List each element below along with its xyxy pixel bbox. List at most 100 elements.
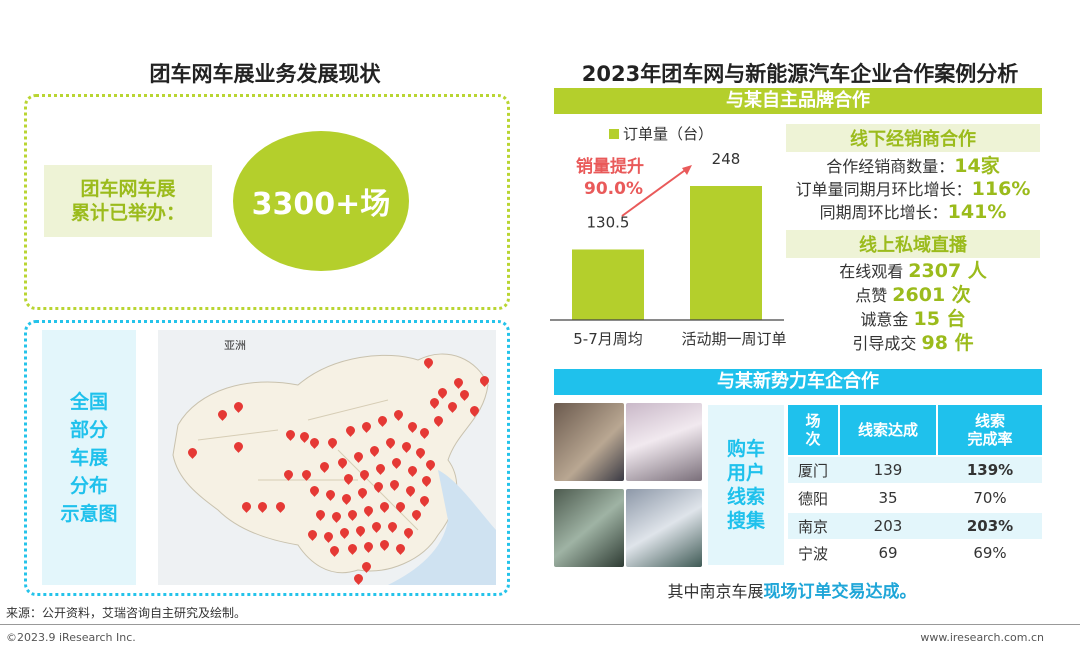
table-cell-city: 宁波 bbox=[797, 544, 828, 563]
event-photo bbox=[626, 489, 702, 567]
lead-collection-line: 用户 bbox=[726, 462, 765, 484]
table-header-text: 线索 bbox=[974, 412, 1005, 430]
copyright: ©2023.9 iResearch Inc. bbox=[6, 631, 136, 644]
offline-stat-value: 14家 bbox=[954, 155, 1000, 177]
offline-stat-row: 订单量同期月环比增长：116% bbox=[780, 177, 1046, 201]
online-stat-value: 15 台 bbox=[913, 308, 966, 330]
events-label-line2: 累计已举办： bbox=[70, 202, 185, 224]
left-title: 团车网车展业务发展现状 bbox=[149, 62, 381, 86]
table-header-cell: 线索达成 bbox=[840, 405, 936, 455]
table-cell-leads: 203 bbox=[873, 517, 903, 535]
order-bar-chart: 订单量（台） 130.5 5-7月周均 248 活动期一周订单 销量提升 90.0% bbox=[550, 120, 790, 360]
table-cell-city: 厦门 bbox=[797, 461, 828, 480]
right-title: 2023年团车网与新能源汽车企业合作案例分析 bbox=[581, 62, 1019, 86]
map-label-line: 分布 bbox=[69, 474, 108, 497]
online-stat-label: 诚意金 bbox=[860, 310, 914, 329]
event-photo bbox=[626, 403, 702, 481]
table-cell-rate: 69% bbox=[973, 544, 1007, 562]
growth-arrow-head bbox=[682, 165, 692, 175]
section1-header: 与某自主品牌合作 bbox=[554, 88, 1042, 114]
offline-stat-row: 合作经销商数量：14家 bbox=[780, 154, 1046, 178]
online-stat-label: 点赞 bbox=[855, 286, 893, 305]
online-stat-row: 点赞 2601 次 bbox=[780, 283, 1046, 307]
table-header-cell: 线索 完成率 bbox=[938, 405, 1042, 455]
map-label-box: 全国 部分 车展 分布 示意图 bbox=[42, 330, 136, 585]
lead-collection-line: 购车 bbox=[726, 438, 765, 460]
bar bbox=[572, 249, 644, 320]
online-stat-label: 在线观看 bbox=[839, 262, 909, 281]
nanjing-footnote: 其中南京车展现场订单交易达成。 bbox=[554, 577, 1030, 602]
table-row: 宁波 69 69% bbox=[788, 541, 1042, 565]
table-header-cell: 场次 bbox=[788, 405, 838, 455]
offline-stat-value: 116% bbox=[971, 178, 1031, 200]
map-label-line: 车展 bbox=[69, 446, 108, 469]
map-label-line: 示意图 bbox=[60, 502, 118, 525]
growth-arrow-line bbox=[621, 167, 689, 217]
event-photos bbox=[554, 403, 704, 567]
source-note: 来源：公开资料，艾瑞咨询自主研究及绘制。 bbox=[6, 606, 247, 620]
website-link[interactable]: www.iresearch.com.cn bbox=[920, 631, 1044, 644]
online-stat-value: 2601 次 bbox=[892, 284, 971, 306]
offline-stat-label: 合作经销商数量： bbox=[826, 157, 955, 176]
lead-collection-box: 购车 用户 线索 搜集 bbox=[708, 405, 784, 565]
online-title: 线上私域直播 bbox=[859, 235, 967, 256]
online-stat-value: 98 件 bbox=[921, 332, 974, 354]
legend-label: 订单量（台） bbox=[623, 125, 713, 143]
category-label: 5-7月周均 bbox=[573, 330, 643, 348]
growth-annotation-label: 销量提升 bbox=[576, 156, 644, 177]
legend-swatch bbox=[609, 129, 619, 139]
lead-collection-line: 搜集 bbox=[726, 510, 765, 532]
map-label-line: 部分 bbox=[69, 418, 108, 441]
events-count-circle: 3300+场 bbox=[233, 131, 409, 271]
event-photo bbox=[554, 403, 624, 481]
bar bbox=[690, 186, 762, 320]
china-map-graphic bbox=[172, 353, 496, 585]
footnote-highlight: 现场订单交易达成。 bbox=[763, 582, 917, 602]
online-stat-row: 诚意金 15 台 bbox=[780, 307, 1046, 331]
table-cell-rate: 203% bbox=[966, 517, 1014, 535]
bar-value-label: 130.5 bbox=[587, 213, 630, 231]
online-stat-row: 引导成交 98 件 bbox=[780, 331, 1046, 355]
events-summary-card bbox=[24, 94, 510, 310]
offline-stat-label: 同期周环比增长： bbox=[819, 203, 948, 222]
offline-title: 线下经销商合作 bbox=[850, 129, 976, 150]
table-cell-leads: 35 bbox=[878, 489, 898, 507]
offline-stat-value: 141% bbox=[947, 201, 1007, 223]
map-region-label: 亚洲 bbox=[224, 339, 246, 352]
bar-value-label: 248 bbox=[712, 150, 741, 168]
offline-stat-row: 同期周环比增长：141% bbox=[780, 200, 1046, 224]
map-label-line: 全国 bbox=[69, 390, 108, 413]
category-label: 活动期一周订单 bbox=[681, 330, 786, 348]
table-row: 德阳 35 70% bbox=[788, 485, 1042, 511]
growth-annotation-value: 90.0% bbox=[584, 179, 643, 199]
map-card bbox=[24, 320, 510, 596]
table-header-text: 场 bbox=[805, 412, 821, 430]
table-header-text: 线索达成 bbox=[857, 421, 918, 439]
table-header-text: 完成率 bbox=[967, 430, 1013, 448]
table-header-text: 次 bbox=[805, 430, 821, 448]
table-row: 南京 203 203% bbox=[788, 513, 1042, 539]
offline-title-box: 线下经销商合作 bbox=[786, 124, 1040, 152]
section2-header: 与某新势力车企合作 bbox=[554, 369, 1042, 395]
table-cell-city: 德阳 bbox=[797, 489, 828, 508]
table-cell-leads: 69 bbox=[878, 544, 898, 562]
table-cell-city: 南京 bbox=[797, 517, 828, 536]
table-cell-rate: 70% bbox=[973, 489, 1007, 507]
event-photo bbox=[554, 489, 624, 567]
leads-table: 场次 线索达成 线索 完成率 厦门 139 139% 德阳 35 70% 南京 2… bbox=[788, 405, 1042, 565]
table-cell-leads: 139 bbox=[873, 461, 903, 479]
online-stat-label: 引导成交 bbox=[852, 334, 922, 353]
events-label-box: 团车网车展 累计已举办： bbox=[44, 165, 212, 237]
events-count-value: 3300+场 bbox=[251, 187, 391, 222]
online-title-box: 线上私域直播 bbox=[786, 230, 1040, 258]
footer-divider bbox=[0, 624, 1080, 625]
table-cell-rate: 139% bbox=[966, 461, 1014, 479]
footnote-prefix: 其中南京车展 bbox=[667, 582, 764, 601]
china-map: 亚洲 bbox=[158, 330, 496, 585]
table-row: 厦门 139 139% bbox=[788, 457, 1042, 483]
lead-collection-line: 线索 bbox=[726, 486, 765, 508]
offline-stat-label: 订单量同期月环比增长： bbox=[795, 180, 972, 199]
online-stat-value: 2307 人 bbox=[908, 260, 987, 282]
online-stat-row: 在线观看 2307 人 bbox=[780, 259, 1046, 283]
